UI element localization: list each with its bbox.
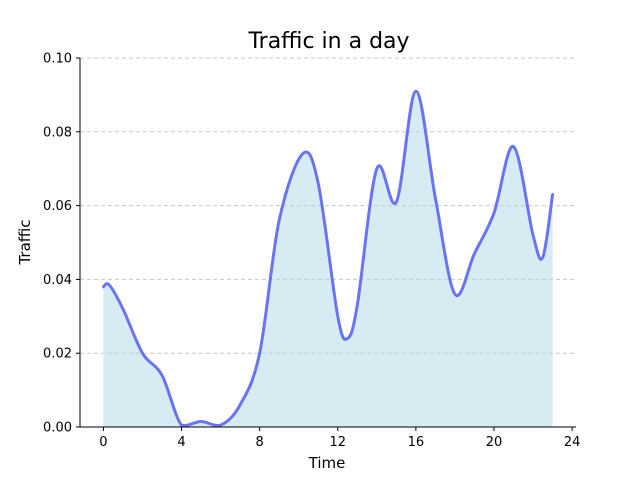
y-tick-label: 0.02 (43, 347, 72, 362)
chart-title: Traffic in a day (247, 29, 409, 54)
y-axis-label: Traffic (16, 219, 34, 265)
x-tick-label: 12 (329, 435, 346, 450)
x-tick-label: 24 (564, 435, 581, 450)
y-tick-label: 0.00 (43, 421, 72, 436)
x-axis-label: Time (308, 454, 346, 472)
series-line (101, 89, 555, 428)
axes (76, 57, 576, 431)
y-tick-label: 0.04 (43, 273, 72, 288)
y-tick-label: 0.08 (43, 125, 72, 140)
y-tick-label: 0.06 (43, 199, 72, 214)
series-area-fill (103, 91, 553, 427)
plot-area (101, 89, 555, 428)
tick-labels: 0 4 8 12 16 20 24 0.00 0.02 0.04 0.06 0.08 0.10 (43, 52, 580, 451)
x-tick-label: 20 (486, 435, 503, 450)
x-tick-label: 4 (177, 435, 185, 450)
x-tick-label: 8 (256, 435, 264, 450)
x-tick-label: 0 (99, 435, 107, 450)
x-tick-label: 16 (408, 435, 425, 450)
y-tick-label: 0.10 (43, 52, 72, 67)
